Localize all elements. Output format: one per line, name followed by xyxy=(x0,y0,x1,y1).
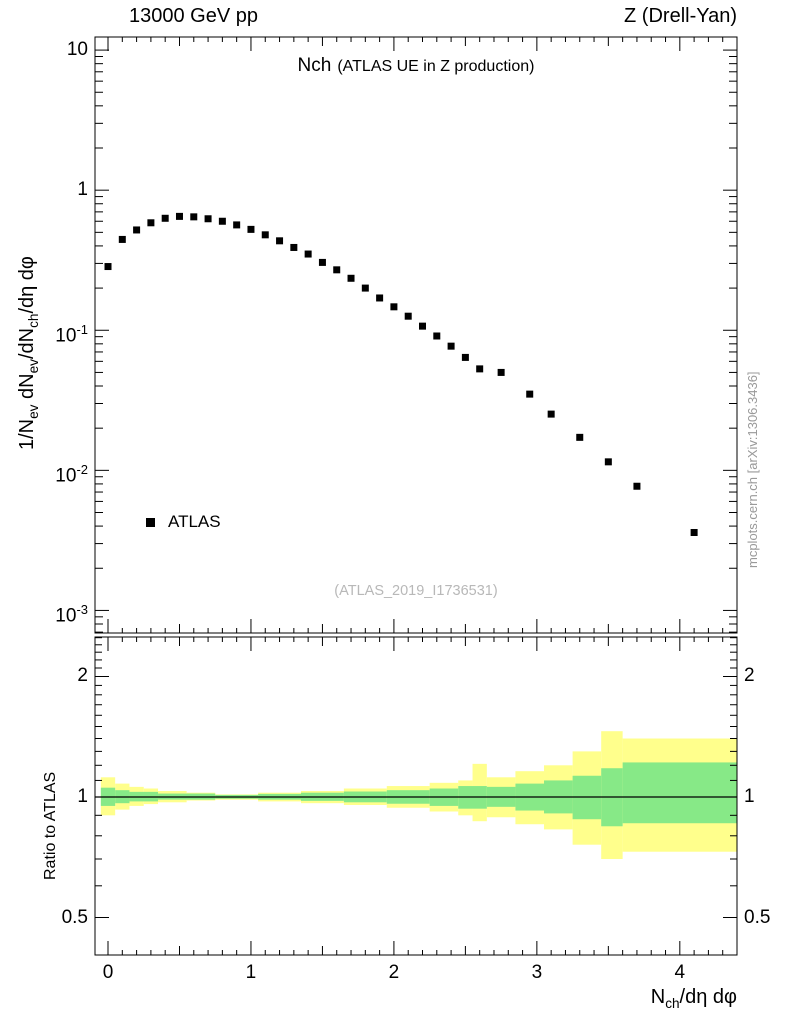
analysis-id-watermark: (ATLAS_2019_I1736531) xyxy=(334,583,498,599)
tick-label: 0.5 xyxy=(744,906,771,928)
tick-label: 0.5 xyxy=(61,906,88,928)
tick-label: 0 xyxy=(102,962,114,983)
legend: ATLAS xyxy=(146,512,221,532)
y-axis-label-ratio-panel: Ratio to ATLAS xyxy=(42,771,59,880)
header-beam-energy-label: 13000 GeV pp xyxy=(129,5,258,27)
tick-label: 10 xyxy=(66,39,88,61)
tick-label: 10-3 xyxy=(55,602,88,627)
x-axis-label: Nch/dη dφ xyxy=(650,986,737,1011)
plot-title-main: Nch xyxy=(297,55,332,76)
plot-title-suffix: (ATLAS UE in Z production) xyxy=(337,58,535,75)
tick-label: 2 xyxy=(77,665,88,687)
mcplots-side-watermark: mcplots.cern.ch [arXiv:1306.3436] xyxy=(745,371,760,568)
tick-label: 1 xyxy=(77,785,88,807)
tick-label: 3 xyxy=(531,962,543,983)
tick-label: 2 xyxy=(744,665,755,687)
tick-label: 1 xyxy=(744,785,755,807)
legend-series-label: ATLAS xyxy=(168,512,221,531)
y-axis-label-top-panel: 1/Nev dNev/dNch/dη dφ xyxy=(16,256,41,450)
tick-label: 4 xyxy=(674,962,686,983)
header-process-label: Z (Drell-Yan) xyxy=(624,5,737,27)
tick-label: 2 xyxy=(388,962,400,983)
tick-label: 10-2 xyxy=(55,462,88,487)
legend-square-marker-icon xyxy=(146,517,155,527)
plot-title: Nch (ATLAS UE in Z production) xyxy=(95,55,737,77)
tick-label: 10-1 xyxy=(55,322,88,347)
tick-label: 1 xyxy=(245,962,257,983)
tick-label: 1 xyxy=(77,179,88,201)
